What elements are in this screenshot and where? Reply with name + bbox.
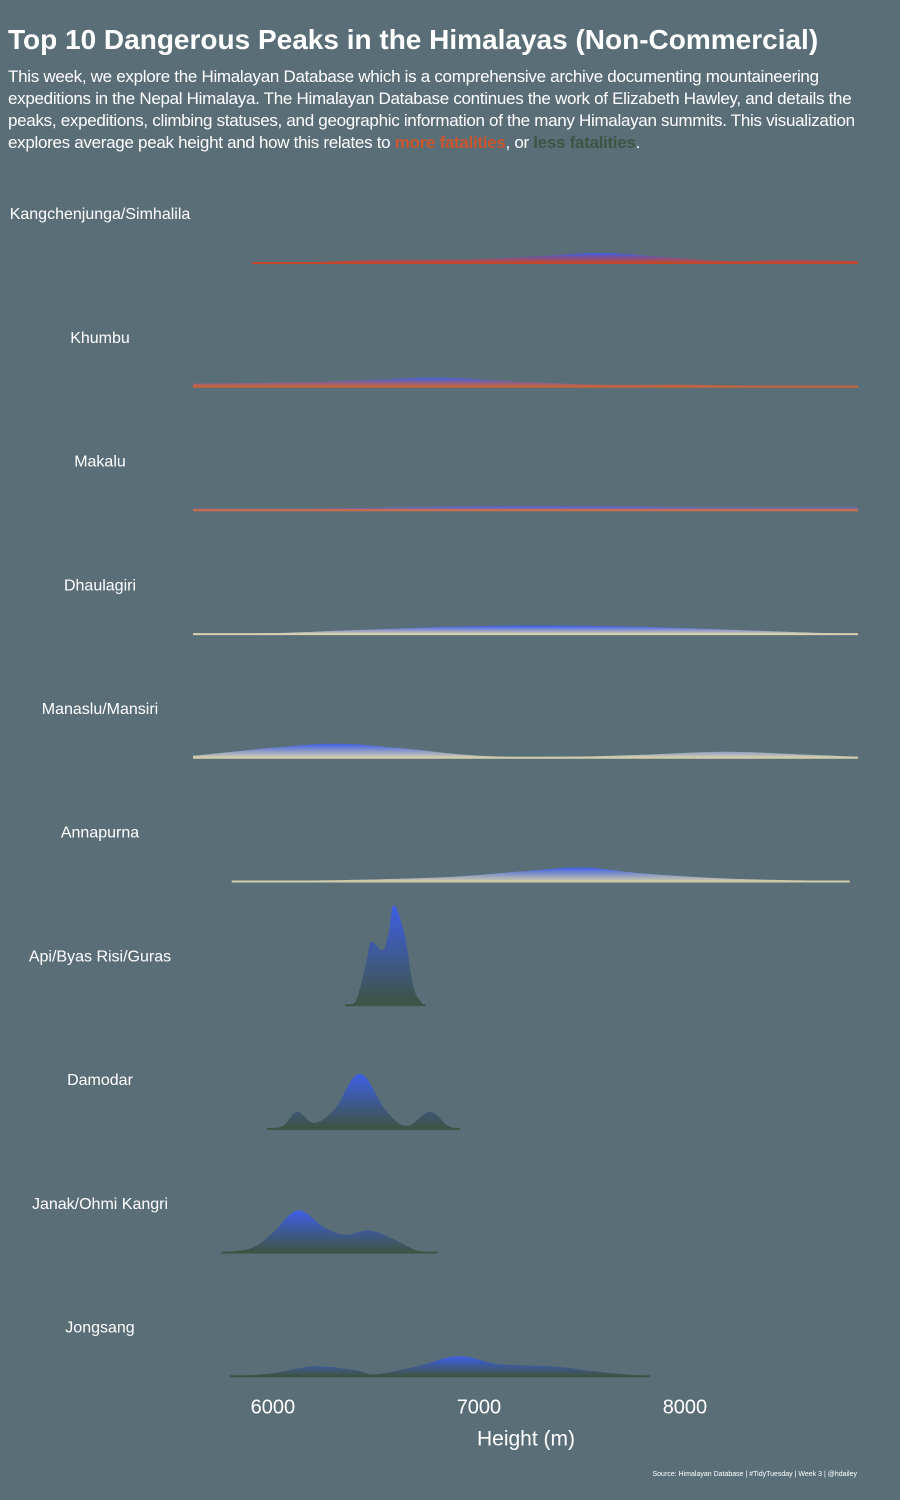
ridge-area <box>229 1356 650 1377</box>
ridge-area <box>345 905 426 1006</box>
subtitle-text: This week, we explore the Himalayan Data… <box>8 67 855 152</box>
x-tick-label: 6000 <box>251 1396 296 1418</box>
ridge-label: Kangchenjunga/Simhalila <box>10 206 191 223</box>
ridge-label: Api/Byas Risi/Guras <box>29 948 171 965</box>
x-tick-label: 8000 <box>663 1396 708 1418</box>
caption: Source: Himalayan Database | #TidyTuesda… <box>652 1471 857 1478</box>
ridge-label: Makalu <box>74 454 126 471</box>
ridge-label: Damodar <box>67 1072 133 1089</box>
subtitle-highlight: less fatalities <box>533 133 636 152</box>
ridge-area <box>231 867 850 882</box>
subtitle-text: , or <box>505 133 534 152</box>
ridge-area <box>193 377 858 387</box>
ridge-area <box>221 1210 438 1253</box>
ridge-label: Annapurna <box>61 825 139 842</box>
chart-title: Top 10 Dangerous Peaks in the Himalayas … <box>8 24 819 55</box>
ridge-area <box>193 506 858 511</box>
x-axis-label: Height (m) <box>477 1428 575 1451</box>
ridge-area <box>266 1073 461 1129</box>
ridge-label: Dhaulagiri <box>64 577 136 594</box>
x-tick-label: 7000 <box>457 1396 502 1418</box>
ridge-area <box>193 743 858 758</box>
ridge-label: Jongsang <box>65 1320 134 1337</box>
ridge-area <box>252 252 858 263</box>
ridge-label: Janak/Ohmi Kangri <box>32 1196 168 1213</box>
chart-subtitle: This week, we explore the Himalayan Data… <box>8 66 868 154</box>
ridge-label: Khumbu <box>70 330 130 347</box>
ridge-label: Manaslu/Mansiri <box>42 701 158 718</box>
subtitle-text: . <box>635 133 641 152</box>
subtitle-highlight: more fatalities <box>394 133 506 152</box>
ridge-area <box>193 625 858 635</box>
